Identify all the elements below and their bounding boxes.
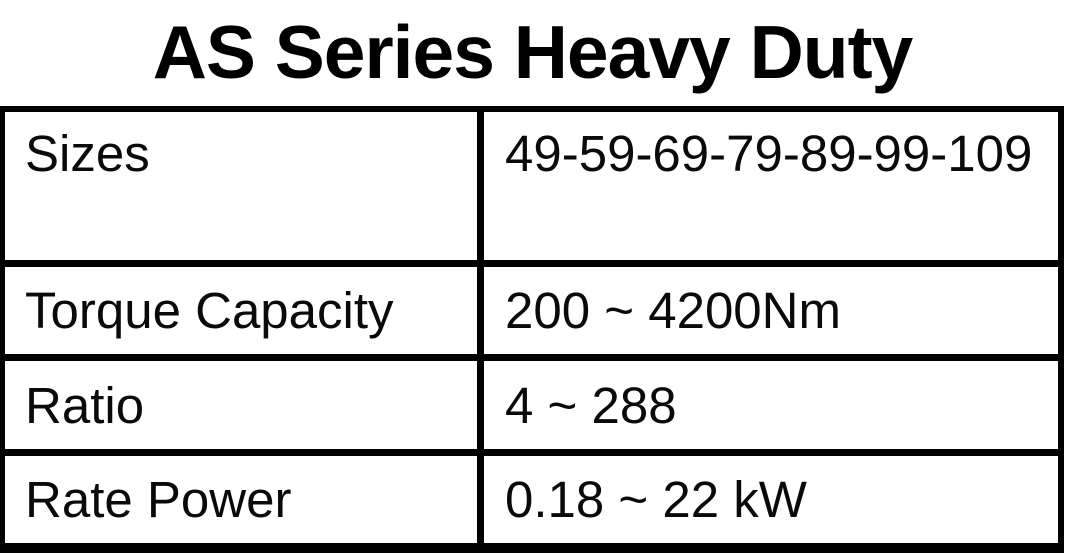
spec-label-sizes: Sizes: [5, 112, 477, 260]
page-title: AS Series Heavy Duty: [152, 10, 914, 94]
spec-value-rate-power: 0.18 ~ 22 kW: [484, 456, 1058, 543]
spec-label-rate-power: Rate Power: [5, 456, 477, 543]
spec-value-torque-capacity: 200 ~ 4200Nm: [484, 267, 1058, 354]
spec-label-torque-capacity: Torque Capacity: [5, 267, 477, 354]
spec-table: Sizes 49-59-69-79-89-99-109 Torque Capac…: [0, 106, 1064, 553]
spec-value-sizes: 49-59-69-79-89-99-109: [484, 112, 1058, 260]
spec-value-ratio: 4 ~ 288: [484, 361, 1058, 449]
spec-label-ratio: Ratio: [5, 361, 477, 449]
